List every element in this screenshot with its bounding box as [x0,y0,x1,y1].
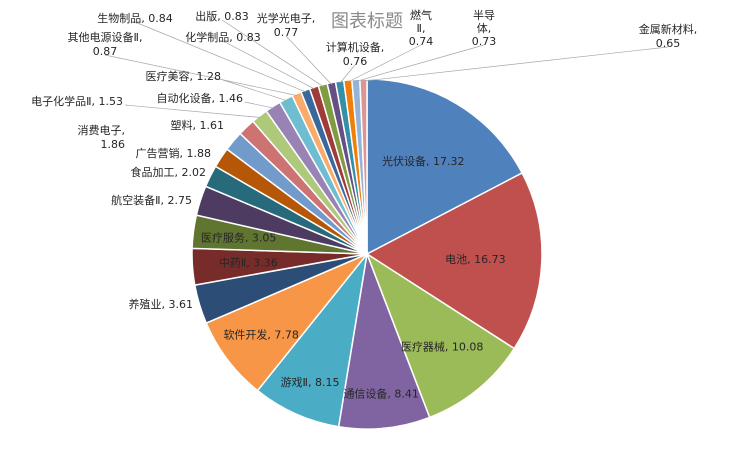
leader-line-26 [363,46,669,82]
data-labels: 光伏设备, 17.32 电池, 16.73 医疗器械, 10.08 通信设备, 8.4… [31,8,697,400]
data-label-1: 光伏设备, 17.32 [382,154,464,168]
data-label-6: 软件开发, 7.78 [223,328,299,342]
data-label-16: 自动化设备, 1.46 [157,91,244,105]
data-label-23: 计算机设备, [326,40,385,54]
data-label-23-b: 0.76 [343,55,368,68]
data-label-12: 广告营销, 1.88 [136,146,212,160]
data-label-10: 航空装备Ⅱ, 2.75 [111,193,192,207]
data-label-24: 燃气 [410,8,432,22]
data-label-26-b: 0.65 [656,37,681,50]
data-label-8: 中药Ⅱ, 3.36 [219,257,278,270]
leader-line-22 [285,35,332,85]
data-label-13-b: 1.86 [101,138,126,151]
pie-slice-4 [337,251,431,430]
data-label-22: 光学光电子, [257,11,316,25]
leader-line-21 [221,19,324,87]
leader-line-23 [339,64,356,84]
data-label-5: 游戏Ⅱ, 8.15 [281,376,340,389]
data-label-17: 医疗美容, 1.28 [146,69,222,83]
leader-line-18 [104,54,298,96]
data-label-13: 消费电子, [78,123,126,137]
leader-line-17 [222,79,287,102]
leader-line-16 [244,101,274,109]
data-label-24-c: 0.74 [409,35,434,48]
data-label-3: 医疗器械, 10.08 [401,339,483,353]
data-label-22-b: 0.77 [274,26,299,39]
data-label-21: 出版, 0.83 [195,9,249,23]
data-label-7: 养殖业, 3.61 [129,297,194,311]
leader-lines [104,19,669,118]
data-label-25-c: 0.73 [472,35,497,48]
data-label-26: 金属新材料, [639,22,698,36]
data-label-11: 食品加工, 2.02 [131,165,207,179]
pie-slice-5 [256,251,369,428]
data-label-20: 化学制品, 0.83 [185,30,261,44]
data-label-18: 其他电源设备Ⅱ, [68,30,143,44]
leader-line-24 [347,44,422,83]
pie-slices [191,78,543,430]
data-label-15: 电子化学品Ⅱ, 1.53 [31,94,123,108]
leader-line-19 [134,21,307,93]
leader-line-20 [222,40,315,90]
pie-slice-1 [366,78,524,256]
leader-line-25 [355,44,485,82]
data-label-25: 半导 [473,8,495,22]
chart-title: 图表标题 [331,11,403,32]
pie-slice-3 [365,252,516,419]
data-label-4: 通信设备, 8.41 [343,386,419,400]
leader-line-15 [124,104,261,118]
data-label-24-b: Ⅱ, [417,22,426,35]
data-label-25-b: 体, [477,21,492,35]
data-label-9: 医疗服务, 3.05 [201,230,277,244]
data-label-18-b: 0.87 [93,45,118,58]
data-label-19: 生物制品, 0.84 [97,11,173,25]
pie-slice-2 [365,171,543,350]
data-label-14: 塑料, 1.61 [171,118,225,132]
data-label-2: 电池, 16.73 [445,253,505,266]
